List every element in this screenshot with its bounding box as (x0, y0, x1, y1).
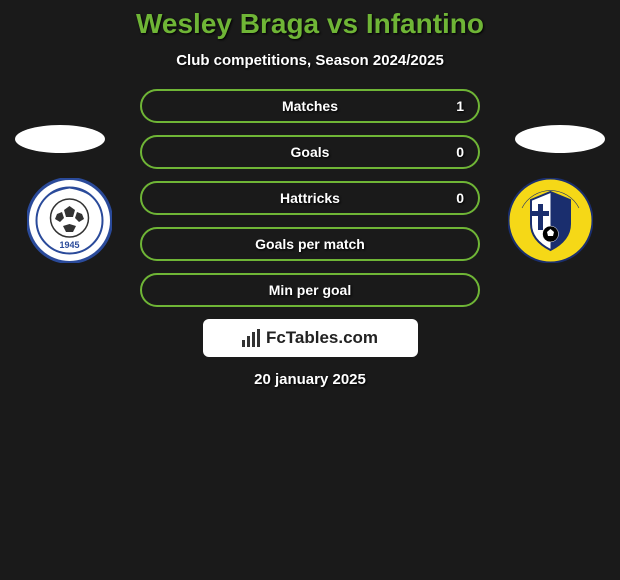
stat-label: Goals per match (255, 236, 365, 252)
stat-right-value: 0 (456, 144, 464, 160)
bar-chart-icon (242, 329, 260, 347)
club-right-logo (508, 178, 593, 263)
club-left-logo: 1945 (27, 178, 112, 263)
stat-right-value: 1 (456, 98, 464, 114)
subtitle: Club competitions, Season 2024/2025 (0, 52, 620, 69)
inter-zapresic-logo-icon (508, 178, 593, 263)
stat-label: Min per goal (269, 282, 351, 298)
stat-row-hattricks: Hattricks 0 (140, 181, 480, 215)
player-right-photo-oval (515, 125, 605, 153)
page-title: Wesley Braga vs Infantino (0, 8, 620, 40)
stat-row-matches: Matches 1 (140, 89, 480, 123)
al-nasr-logo-icon: 1945 (27, 178, 112, 263)
player-left-photo-oval (15, 125, 105, 153)
club-left-year: 1945 (59, 240, 79, 250)
stat-label: Hattricks (280, 190, 340, 206)
date-line: 20 january 2025 (0, 371, 620, 388)
comparison-infographic: Wesley Braga vs Infantino Club competiti… (0, 0, 620, 580)
watermark-badge: FcTables.com (203, 319, 418, 357)
stat-right-value: 0 (456, 190, 464, 206)
stat-row-min-per-goal: Min per goal (140, 273, 480, 307)
stat-label: Matches (282, 98, 338, 114)
stat-row-goals-per-match: Goals per match (140, 227, 480, 261)
watermark-text: FcTables.com (266, 328, 378, 348)
stat-row-goals: Goals 0 (140, 135, 480, 169)
stat-label: Goals (291, 144, 330, 160)
stats-area: Matches 1 Goals 0 Hattricks 0 Goals per … (140, 89, 480, 307)
